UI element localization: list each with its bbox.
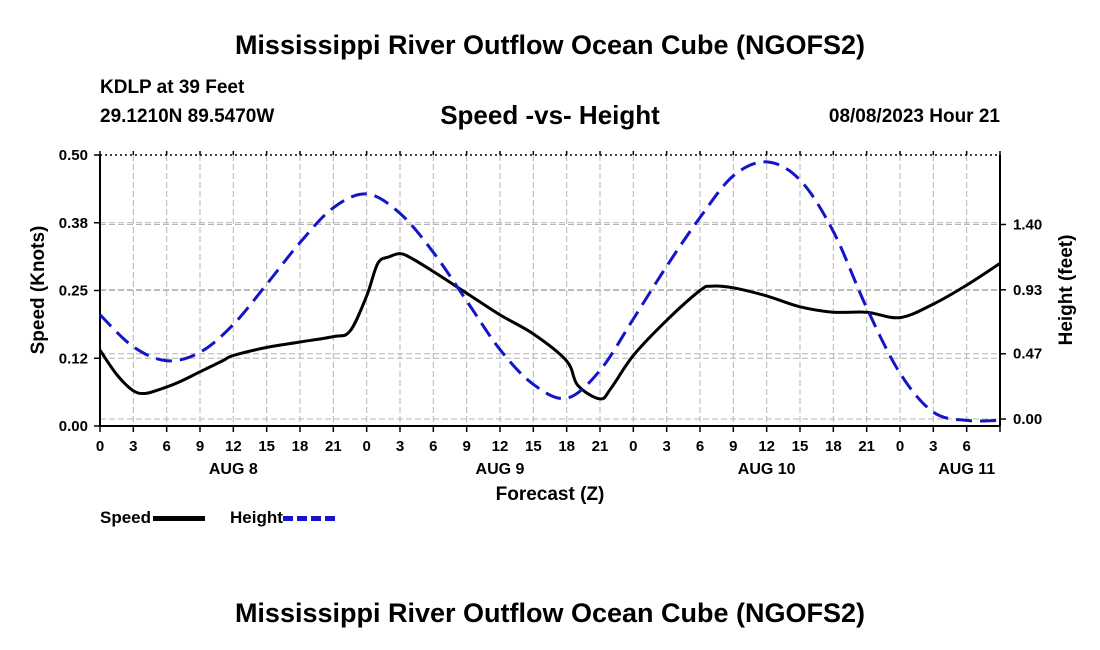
x-tick-label: 3 [929, 438, 937, 455]
y-tick-label: 0.38 [59, 215, 88, 232]
axes: 0 3 6 9 12 15 18 21 0 3 6 9 12 15 18 21 0 3 6 9 12 15 18 21 0 3 6 0… [59, 147, 1042, 478]
x-tick-label: 6 [429, 438, 437, 455]
x-tick-label: 21 [325, 438, 342, 455]
y2-tick-label: 0.93 [1013, 282, 1042, 299]
x-tick-label: 0 [629, 438, 637, 455]
x-tick-label: 6 [962, 438, 970, 455]
legend-speed: Speed [100, 508, 206, 528]
x-tick-label: 0 [96, 438, 104, 455]
chart-title-repeat: Mississippi River Outflow Ocean Cube (NG… [234, 598, 866, 628]
grid [100, 155, 1000, 426]
chart-subtitle: Speed -vs- Height [440, 100, 660, 130]
legend-height: Height [230, 508, 335, 528]
date-label: AUG 8 [209, 461, 258, 478]
height-series-line [98, 160, 1001, 423]
y-tick-label: 0.25 [59, 283, 88, 300]
chart-title: Mississippi River Outflow Ocean Cube (NG… [234, 30, 866, 60]
x-axis-label: Forecast (Z) [496, 484, 605, 505]
x-tick-label: 12 [758, 438, 775, 455]
y-tick-label: 0.12 [59, 350, 88, 367]
y-axis-label: Speed (Knots) [28, 226, 49, 355]
date-label: AUG 9 [476, 461, 525, 478]
x-tick-label: 6 [162, 438, 170, 455]
speed-series-line [98, 252, 1001, 401]
x-tick-label: 0 [896, 438, 904, 455]
station-label: KDLP at 39 Feet [100, 77, 245, 98]
date-label: AUG 11 [938, 461, 995, 478]
x-tick-label: 0 [362, 438, 370, 455]
x-tick-label: 18 [558, 438, 575, 455]
y-tick-label: 0.50 [59, 147, 88, 164]
x-tick-label: 18 [292, 438, 309, 455]
legend-height-label: Height [230, 508, 283, 527]
legend-speed-line [153, 516, 206, 522]
y2-axis-label: Height (feet) [1056, 235, 1077, 346]
x-tick-label: 12 [492, 438, 509, 455]
legend-height-line [282, 516, 335, 522]
x-tick-label: 9 [462, 438, 470, 455]
y2-tick-label: 0.47 [1013, 346, 1042, 363]
coordinates-label: 29.1210N 89.5470W [100, 106, 275, 127]
x-tick-label: 18 [825, 438, 842, 455]
x-tick-label: 6 [696, 438, 704, 455]
x-tick-label: 15 [792, 438, 809, 455]
x-tick-label: 9 [729, 438, 737, 455]
x-tick-label: 9 [196, 438, 204, 455]
x-tick-label: 21 [592, 438, 609, 455]
legend-speed-label: Speed [100, 508, 152, 527]
x-tick-label: 15 [258, 438, 275, 455]
x-tick-label: 12 [225, 438, 242, 455]
x-tick-label: 3 [662, 438, 670, 455]
x-tick-label: 3 [129, 438, 137, 455]
series [98, 160, 1001, 423]
datetime-label: 08/08/2023 Hour 21 [828, 106, 1000, 127]
date-label: AUG 10 [738, 461, 796, 478]
y2-tick-label: 1.40 [1013, 216, 1042, 233]
x-tick-label: 3 [396, 438, 404, 455]
x-tick-label: 21 [858, 438, 875, 455]
x-tick-label: 15 [525, 438, 542, 455]
y-tick-label: 0.00 [59, 418, 88, 435]
y2-tick-label: 0.00 [1013, 411, 1042, 428]
